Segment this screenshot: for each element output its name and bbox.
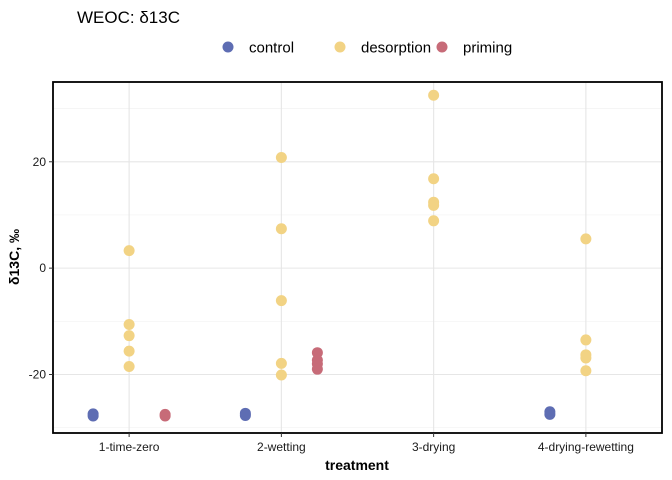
data-point-control [239,409,251,421]
data-point-desorption [123,345,135,357]
x-tick-label: 4-drying-rewetting [538,440,634,454]
y-tick-label: 20 [33,155,47,169]
legend-label-control: control [249,40,294,57]
data-point-priming [159,410,171,422]
data-point-desorption [123,361,135,373]
data-point-desorption [428,173,440,185]
legend-label-desorption: desorption [361,40,431,57]
legend-key-priming [436,41,448,53]
data-point-priming [311,363,323,375]
data-point-desorption [275,152,287,164]
data-point-desorption [580,334,592,346]
data-point-desorption [123,245,135,257]
data-point-desorption [275,223,287,235]
panel-border [52,81,663,434]
data-point-desorption [580,365,592,377]
data-point-desorption [275,357,287,369]
data-point-desorption [275,295,287,307]
x-tick-label: 3-drying [412,440,455,454]
y-tick-label: -20 [29,368,47,382]
x-axis: 1-time-zero 2-wetting 3-drying 4-drying-rew… [99,433,634,454]
data-point-desorption [275,369,287,381]
data-point-desorption [428,89,440,101]
data-point-control [87,410,99,422]
data-points [87,89,592,422]
x-axis-title: treatment [325,457,389,473]
chart-title: WEOC: δ13C [77,8,180,27]
data-point-desorption [123,319,135,331]
gridlines [53,82,662,433]
data-point-desorption [428,199,440,211]
legend-label-priming: priming [463,40,512,57]
data-point-control [544,408,556,420]
data-point-desorption [123,330,135,342]
data-point-desorption [580,352,592,364]
x-tick-label: 2-wetting [257,440,306,454]
legend-key-desorption [334,41,346,53]
y-tick-label: 0 [39,261,46,275]
x-tick-label: 1-time-zero [99,440,160,454]
y-axis: -20 0 20 [29,155,53,382]
y-axis-title: δ13C, ‰ [6,229,22,285]
data-point-desorption [428,215,440,227]
legend: control desorption priming [222,40,512,57]
data-point-desorption [580,233,592,245]
legend-key-control [222,41,234,53]
plot-area [52,81,663,434]
